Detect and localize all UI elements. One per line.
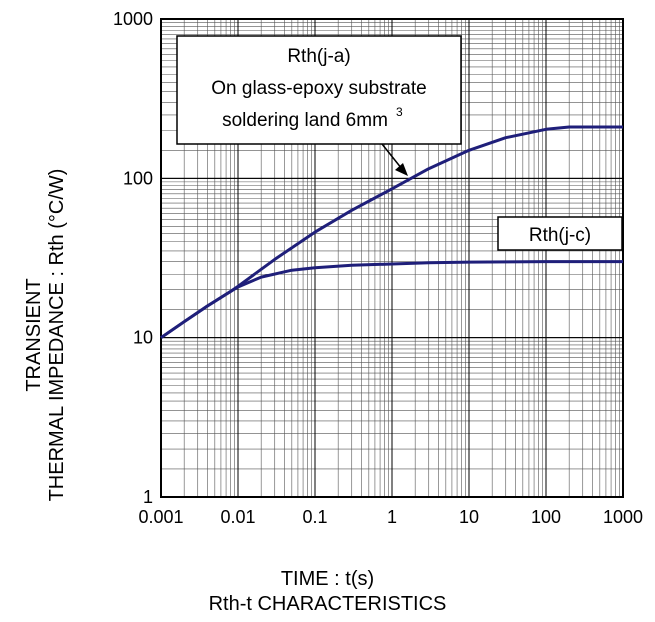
y-tick-label: 1000 xyxy=(113,9,153,29)
y-axis-title-line1: TRANSIENT xyxy=(23,278,45,391)
x-tick-label: 1 xyxy=(387,507,397,527)
x-tick-label: 0.001 xyxy=(138,507,183,527)
x-tick-labels: 0.001 0.01 0.1 1 10 100 1000 xyxy=(138,507,643,527)
y-tick-label: 1 xyxy=(143,487,153,507)
x-tick-label: 10 xyxy=(459,507,479,527)
y-axis-title-line2: THERMAL IMPEDANCE : Rth (°C/W) xyxy=(46,169,68,502)
annotation-rth-jc-box xyxy=(497,216,623,251)
x-axis-title: TIME : t(s) xyxy=(280,568,375,590)
y-tick-label: 10 xyxy=(133,328,153,348)
x-tick-label: 100 xyxy=(531,507,561,527)
x-tick-label: 0.1 xyxy=(302,507,327,527)
series-lines xyxy=(160,125,623,339)
y-tick-labels: 1 10 100 1000 xyxy=(113,9,153,507)
x-tick-label: 0.01 xyxy=(220,507,255,527)
y-axis-title: TRANSIENT THERMAL IMPEDANCE : Rth (°C/W) xyxy=(23,169,68,502)
annotation-rth-ja: Rth(j-a) On glass-epoxy substrate solder… xyxy=(176,35,462,176)
annotation-rth-ja-line2: On glass-epoxy substrate xyxy=(211,78,426,99)
annotation-rth-ja-superscript: 3 xyxy=(396,105,403,119)
annotation-rth-ja-line3: soldering land 6mm xyxy=(222,110,388,131)
annotation-rth-ja-arrowhead xyxy=(395,163,408,176)
chart-title: Rth-t CHARACTERISTICS xyxy=(208,593,447,615)
x-tick-label: 1000 xyxy=(603,507,643,527)
annotation-rth-jc: Rth(j-c) xyxy=(497,216,623,251)
annotation-rth-ja-box xyxy=(176,35,462,145)
annotation-rth-ja-line1: Rth(j-a) xyxy=(287,46,350,67)
rth-t-chart: 0.001 0.01 0.1 1 10 100 1000 1 10 100 1000 Rth(j-… xyxy=(23,9,643,527)
annotation-rth-jc-label: Rth(j-c) xyxy=(529,225,591,246)
plot-frame xyxy=(160,18,624,498)
series-line-2 xyxy=(160,260,623,339)
y-tick-label: 100 xyxy=(123,168,153,188)
annotation-rth-ja-arrow xyxy=(381,143,403,170)
